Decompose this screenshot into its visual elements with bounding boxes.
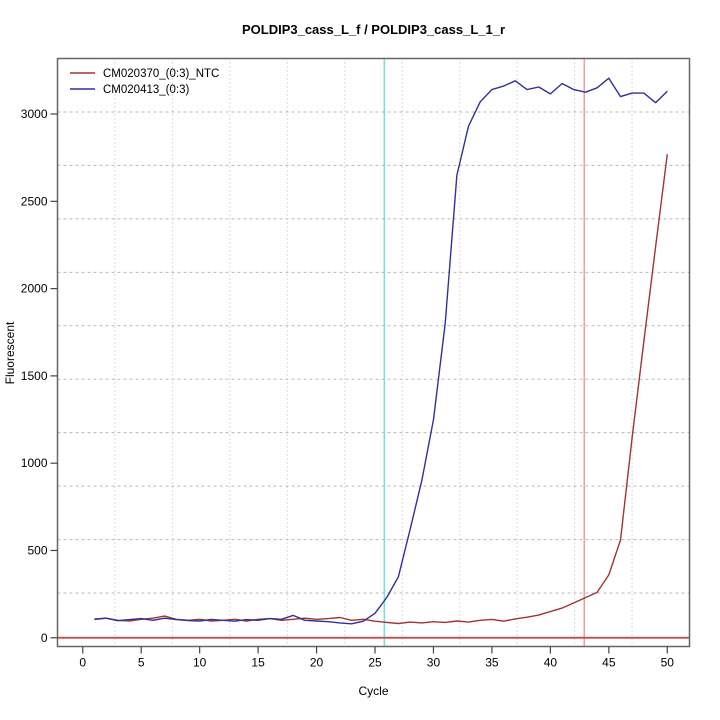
amplification-curve-1 [94, 77, 668, 625]
y-tick-label: 1500 [21, 369, 48, 383]
x-tick-label: 20 [310, 656, 324, 670]
legend-label-1: CM020413_(0:3) [103, 84, 189, 96]
y-tick-label: 500 [27, 543, 47, 557]
x-axis-label: Cycle [358, 684, 389, 698]
legend-label-0: CM020370_(0:3)_NTC [103, 68, 219, 80]
y-tick-label: 3000 [21, 107, 48, 121]
amplification-curve-0 [94, 154, 668, 625]
x-tick-label: 10 [193, 656, 207, 670]
x-tick-label: 15 [251, 656, 265, 670]
y-tick-label: 0 [41, 631, 48, 645]
x-tick-label: 30 [427, 656, 441, 670]
x-tick-label: 5 [138, 656, 145, 670]
y-tick-label: 2000 [21, 282, 48, 296]
y-tick-label: 1000 [21, 456, 48, 470]
x-tick-label: 50 [661, 656, 675, 670]
x-tick-label: 0 [79, 656, 86, 670]
y-tick-label: 2500 [21, 194, 48, 208]
plot-frame [56, 57, 691, 648]
chart-title: POLDIP3_cass_L_f / POLDIP3_cass_L_1_r [241, 22, 506, 37]
x-tick-label: 40 [544, 656, 558, 670]
x-tick-label: 35 [485, 656, 499, 670]
x-tick-label: 25 [368, 656, 382, 670]
x-tick-label: 45 [602, 656, 616, 670]
